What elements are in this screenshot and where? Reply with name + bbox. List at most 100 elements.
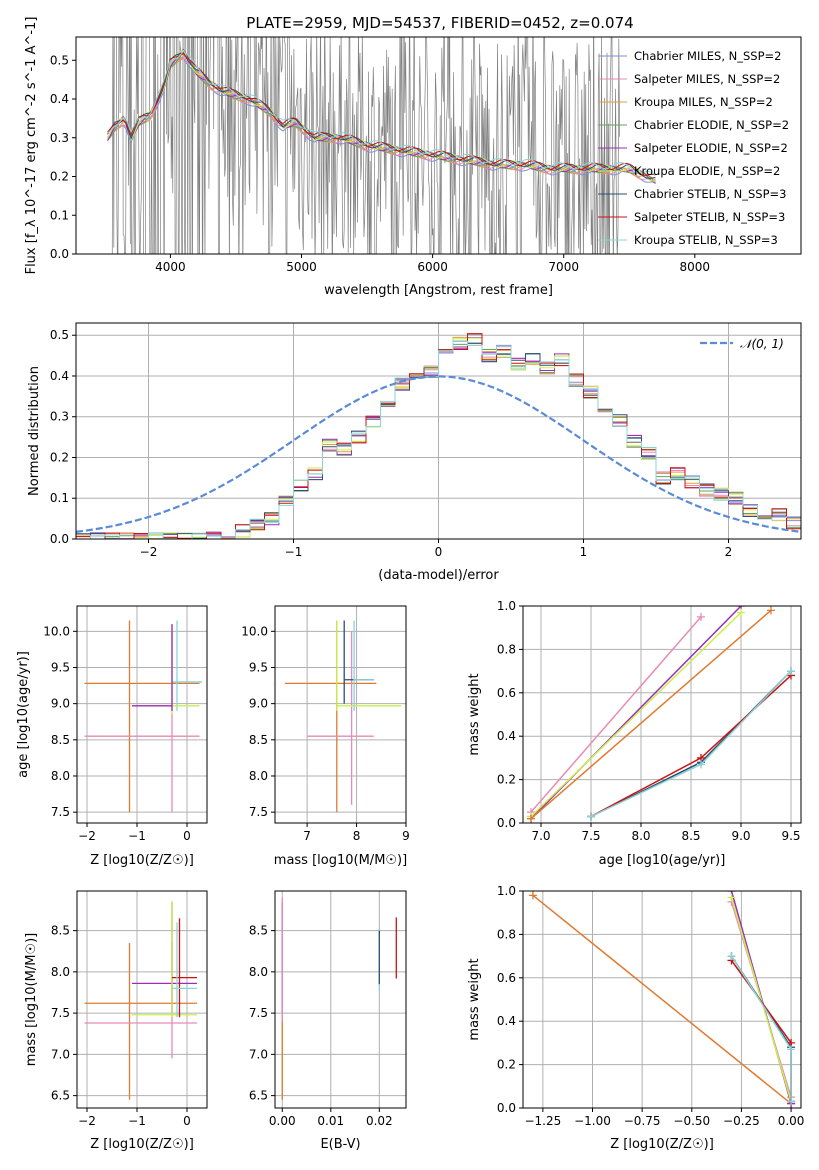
y-tick-label: 6.5 — [249, 1089, 268, 1103]
x-tick-label: −1.25 — [524, 1114, 561, 1128]
axes-frame — [522, 890, 802, 1109]
y-tick-label: 7.0 — [249, 1047, 268, 1061]
y-tick-label: 0.6 — [497, 686, 516, 700]
residual-hist-8 — [76, 340, 801, 539]
plot-area — [523, 891, 801, 1108]
y-axis-label: Normed distribution — [27, 366, 42, 496]
x-tick-label: 8.0 — [631, 829, 650, 843]
series-line-0 — [532, 894, 792, 1105]
y-tick-label: 7.5 — [249, 1006, 268, 1020]
x-tick-label: 7.5 — [581, 829, 600, 843]
y-axis-label: mass weight — [467, 958, 482, 1040]
x-axis-label: Z [log10(Z/Z☉)] — [90, 853, 194, 868]
y-tick-label: 0.1 — [50, 491, 69, 505]
legend-label: Chabrier ELODIE, N_SSP=2 — [634, 118, 789, 132]
x-tick-label: −1 — [128, 829, 146, 843]
y-tick-label: 0.3 — [50, 131, 69, 145]
x-axis-label: E(B-V) — [320, 1137, 360, 1152]
y-tick-label: 0.4 — [497, 1014, 516, 1028]
series-line-0 — [530, 616, 702, 813]
x-tick-label: 0 — [183, 829, 191, 843]
y-tick-label: 8.5 — [51, 924, 70, 938]
y-tick-label: 10.0 — [241, 624, 268, 638]
model-spectrum-8 — [107, 50, 656, 176]
chart-massweight_vs_age: 7.0 7.5 8.0 8.5 9.0 9.5 0.0 0.2 0.4 0.6 0.8 1.0 age … — [467, 599, 802, 868]
y-tick-label: 0.4 — [497, 729, 516, 743]
plot-area — [523, 606, 801, 823]
x-tick-label: −0.50 — [673, 1114, 710, 1128]
chart-mass_vs_EBV: 0.00 0.01 0.02 6.5 7.0 7.5 8.0 8.5 E(B-V) — [249, 890, 407, 1152]
legend-label: Chabrier STELIB, N_SSP=3 — [634, 187, 786, 201]
model-spectrum-6 — [107, 51, 656, 179]
x-tick-label: −0.25 — [723, 1114, 760, 1128]
x-tick-label: 0.01 — [317, 1114, 344, 1128]
x-axis-label: Z [log10(Z/Z☉)] — [90, 1137, 194, 1152]
model-spectrum-4 — [107, 48, 656, 184]
series-marker-6 — [787, 1097, 796, 1106]
x-tick-label: 9 — [402, 829, 410, 843]
y-tick-label: 1.0 — [497, 599, 516, 613]
x-tick-label: 7000 — [548, 260, 579, 274]
legend-label: Salpeter MILES, N_SSP=2 — [634, 72, 780, 86]
y-tick-label: 9.0 — [51, 697, 70, 711]
plot-area — [107, 37, 656, 254]
x-tick-label: 8 — [353, 829, 361, 843]
x-axis-label: mass [log10(M/M☉)] — [274, 853, 407, 868]
series-marker-3 — [767, 606, 775, 615]
y-tick-label: 8.0 — [249, 965, 268, 979]
y-tick-label: 0.4 — [50, 369, 69, 383]
chart-age_vs_Z: −2 −1 0 7.5 8.0 8.5 9.0 9.5 10.0 Z [log10(Z/Z☉)] a… — [16, 605, 208, 868]
y-axis-label: age [log10(age/yr)] — [16, 651, 31, 778]
y-tick-label: 0.0 — [497, 1101, 516, 1115]
y-tick-label: 7.5 — [249, 805, 268, 819]
series-marker-6 — [787, 667, 795, 676]
gaussian-curve — [76, 375, 801, 533]
plot-area — [77, 606, 207, 823]
y-tick-label: 7.0 — [51, 1047, 70, 1061]
y-tick-label: 0.5 — [50, 328, 69, 342]
x-axis-label: age [log10(age/yr)] — [599, 853, 726, 868]
x-axis-label: Z [log10(Z/Z☉)] — [610, 1137, 714, 1152]
y-axis-label: mass weight — [467, 673, 482, 755]
y-tick-label: 1.0 — [497, 884, 516, 898]
series-line-3 — [730, 897, 792, 1102]
y-tick-label: 7.5 — [51, 1006, 70, 1020]
legend-label: Salpeter STELIB, N_SSP=3 — [634, 210, 785, 224]
series-marker-6 — [787, 1045, 796, 1054]
axes-frame — [76, 890, 208, 1109]
y-tick-label: 8.5 — [249, 733, 268, 747]
series-marker-6 — [697, 760, 705, 769]
x-axis-label: wavelength [Angstrom, rest frame] — [324, 283, 553, 298]
x-tick-label: 0 — [183, 1114, 191, 1128]
y-tick-label: 0.4 — [50, 92, 69, 106]
chart-massweight_vs_Z: −1.25 −1.00 −0.75 −0.50 −0.25 0.00 0.0 0.2 0.4 0.… — [467, 884, 804, 1152]
y-tick-label: 9.5 — [249, 660, 268, 674]
spectrum-legend: Chabrier MILES, N_SSP=2 Salpeter MILES, N… — [598, 49, 789, 247]
axes-frame — [76, 605, 208, 824]
x-tick-label: 1 — [580, 545, 588, 559]
x-tick-label: −2 — [140, 545, 158, 559]
x-tick-label: 0.00 — [269, 1114, 296, 1128]
series-marker-6 — [727, 952, 736, 961]
x-tick-label: 9.5 — [781, 829, 800, 843]
axes-frame — [274, 605, 407, 824]
x-tick-label: 0.02 — [366, 1114, 393, 1128]
y-tick-label: 8.5 — [51, 733, 70, 747]
legend-label: Kroupa STELIB, N_SSP=3 — [634, 233, 778, 247]
y-tick-label: 0.8 — [497, 927, 516, 941]
observed-spectrum — [111, 37, 620, 254]
axes-frame — [522, 605, 802, 824]
x-tick-label: −1 — [128, 1114, 146, 1128]
chart-title: PLATE=2959, MJD=54537, FIBERID=0452, z=0… — [246, 14, 633, 32]
y-axis-label: Flux [f_λ 10^-17 erg cm^-2 s^-1 A^-1] — [24, 17, 39, 275]
plot-area — [76, 323, 801, 539]
y-tick-label: 0.1 — [50, 208, 69, 222]
y-tick-label: 0.5 — [50, 53, 69, 67]
legend-label: Salpeter ELODIE, N_SSP=2 — [634, 141, 788, 155]
x-tick-label: 4000 — [155, 260, 186, 274]
x-tick-label: −0.75 — [624, 1114, 661, 1128]
x-tick-label: 8000 — [680, 260, 711, 274]
chart-spectrum: 4000 5000 6000 7000 8000 0.0 0.1 0.2 0.3 0.4 0.5 wa… — [24, 17, 802, 298]
plot-area — [275, 606, 406, 823]
